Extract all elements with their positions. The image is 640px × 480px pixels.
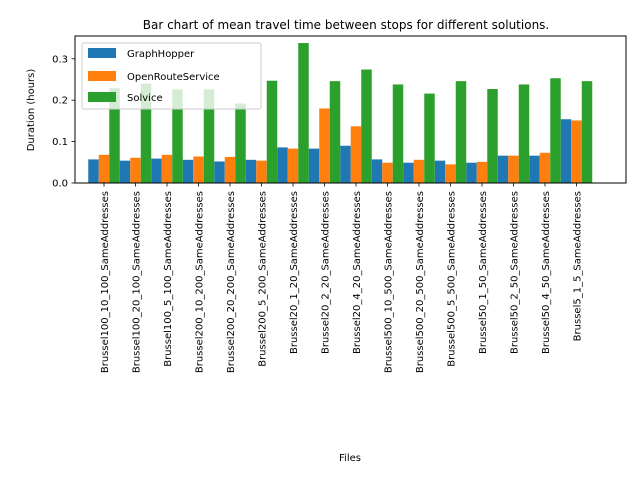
legend-swatch-openrouteservice — [88, 71, 116, 81]
legend-label-openrouteservice: OpenRouteService — [127, 72, 220, 83]
bar-solvice-11 — [455, 81, 467, 183]
bar-solvice-4 — [235, 103, 246, 183]
x-tick-label: Brussel100_5_100_SameAddresses — [163, 191, 174, 367]
bar-solvice-7 — [329, 81, 341, 183]
x-tick-group: Brussel100_10_100_SameAddresses Brussel10… — [100, 183, 584, 373]
bar-openrouteservice-2 — [161, 154, 173, 183]
bar-solvice-2 — [172, 89, 183, 183]
x-tick-label: Brussel20_4_20_SameAddresses — [352, 191, 363, 354]
y-tick-label: 0.0 — [52, 179, 68, 190]
bar-openrouteservice-8 — [350, 126, 362, 183]
x-tick-label: Brussel50_1_50_SameAddresses — [478, 191, 489, 354]
legend-label-solvice: Solvice — [127, 93, 163, 104]
bar-graphhopper-13 — [497, 155, 509, 183]
x-tick-label: Brussel200_5_200_SameAddresses — [258, 191, 269, 367]
bar-graphhopper-8 — [340, 145, 351, 183]
bar-graphhopper-0 — [88, 159, 99, 183]
bar-solvice-15 — [581, 81, 593, 183]
bar-solvice-12 — [487, 89, 498, 183]
legend-swatch-graphhopper — [88, 48, 116, 58]
legend: GraphHopper OpenRouteService Solvice — [81, 42, 262, 110]
bar-openrouteservice-13 — [508, 155, 519, 183]
bar-graphhopper-2 — [151, 158, 162, 183]
x-tick-label: Brussel200_10_200_SameAddresses — [195, 191, 206, 373]
bar-openrouteservice-7 — [319, 108, 330, 183]
x-tick-label: Brussel5_1_5_SameAddresses — [573, 191, 584, 341]
x-tick-label: Brussel20_2_20_SameAddresses — [321, 191, 332, 354]
y-tick-label: 0.3 — [52, 54, 68, 65]
x-tick-label: Brussel200_20_200_SameAddresses — [226, 191, 237, 373]
legend-frame — [81, 42, 262, 110]
bar-solvice-13 — [518, 84, 530, 183]
bar-openrouteservice-0 — [98, 154, 110, 183]
x-tick-label: Brussel50_2_50_SameAddresses — [510, 191, 521, 354]
bar-solvice-5 — [266, 80, 278, 183]
bar-openrouteservice-15 — [571, 120, 582, 183]
bar-openrouteservice-10 — [413, 159, 425, 183]
bar-solvice-10 — [424, 93, 435, 183]
bar-graphhopper-1 — [119, 160, 131, 183]
bar-graphhopper-6 — [277, 147, 288, 183]
bar-graphhopper-10 — [403, 162, 414, 183]
bar-openrouteservice-3 — [193, 156, 204, 183]
bar-solvice-1 — [140, 83, 152, 183]
bar-graphhopper-3 — [182, 159, 194, 183]
x-tick-label: Brussel500_20_500_SameAddresses — [415, 191, 426, 373]
bar-openrouteservice-9 — [382, 162, 393, 183]
bar-solvice-0 — [109, 88, 120, 183]
y-tick-label: 0.1 — [52, 137, 68, 148]
legend-label-graphhopper: GraphHopper — [127, 49, 195, 60]
x-tick-label: Brussel20_1_20_SameAddresses — [289, 191, 300, 354]
x-tick-label: Brussel500_5_500_SameAddresses — [447, 191, 458, 367]
x-tick-label: Brussel50_4_50_SameAddresses — [541, 191, 552, 354]
bar-openrouteservice-5 — [256, 160, 267, 183]
y-axis-label: Duration (hours) — [26, 69, 37, 152]
bar-openrouteservice-12 — [476, 161, 488, 183]
bar-graphhopper-4 — [214, 161, 225, 183]
bar-graphhopper-12 — [466, 162, 477, 183]
bar-graphhopper-5 — [245, 159, 257, 183]
bar-openrouteservice-11 — [445, 164, 456, 183]
bar-openrouteservice-4 — [224, 156, 236, 183]
x-tick-label: Brussel100_20_100_SameAddresses — [132, 191, 143, 373]
bars-group — [88, 43, 593, 183]
y-tick-label: 0.2 — [52, 96, 68, 107]
bar-solvice-6 — [298, 43, 309, 183]
bar-solvice-9 — [392, 84, 404, 183]
legend-swatch-solvice — [88, 92, 116, 102]
bar-solvice-14 — [550, 78, 561, 183]
chart-title: Bar chart of mean travel time between st… — [143, 18, 550, 32]
bar-graphhopper-11 — [434, 160, 446, 183]
bar-graphhopper-14 — [529, 155, 540, 183]
y-tick-group: 0.0 0.1 0.2 0.3 — [52, 54, 75, 190]
bar-openrouteservice-6 — [287, 148, 299, 183]
x-tick-label: Brussel500_10_500_SameAddresses — [384, 191, 395, 373]
x-axis-label: Files — [339, 453, 361, 464]
bar-graphhopper-7 — [308, 148, 320, 183]
bar-openrouteservice-14 — [539, 152, 551, 183]
plot-area-frame — [74, 35, 627, 184]
bar-solvice-3 — [203, 89, 215, 183]
bar-openrouteservice-1 — [130, 157, 141, 183]
bar-graphhopper-15 — [560, 119, 572, 183]
x-tick-label: Brussel100_10_100_SameAddresses — [100, 191, 111, 373]
bar-solvice-8 — [361, 69, 372, 183]
bar-graphhopper-9 — [371, 159, 383, 183]
